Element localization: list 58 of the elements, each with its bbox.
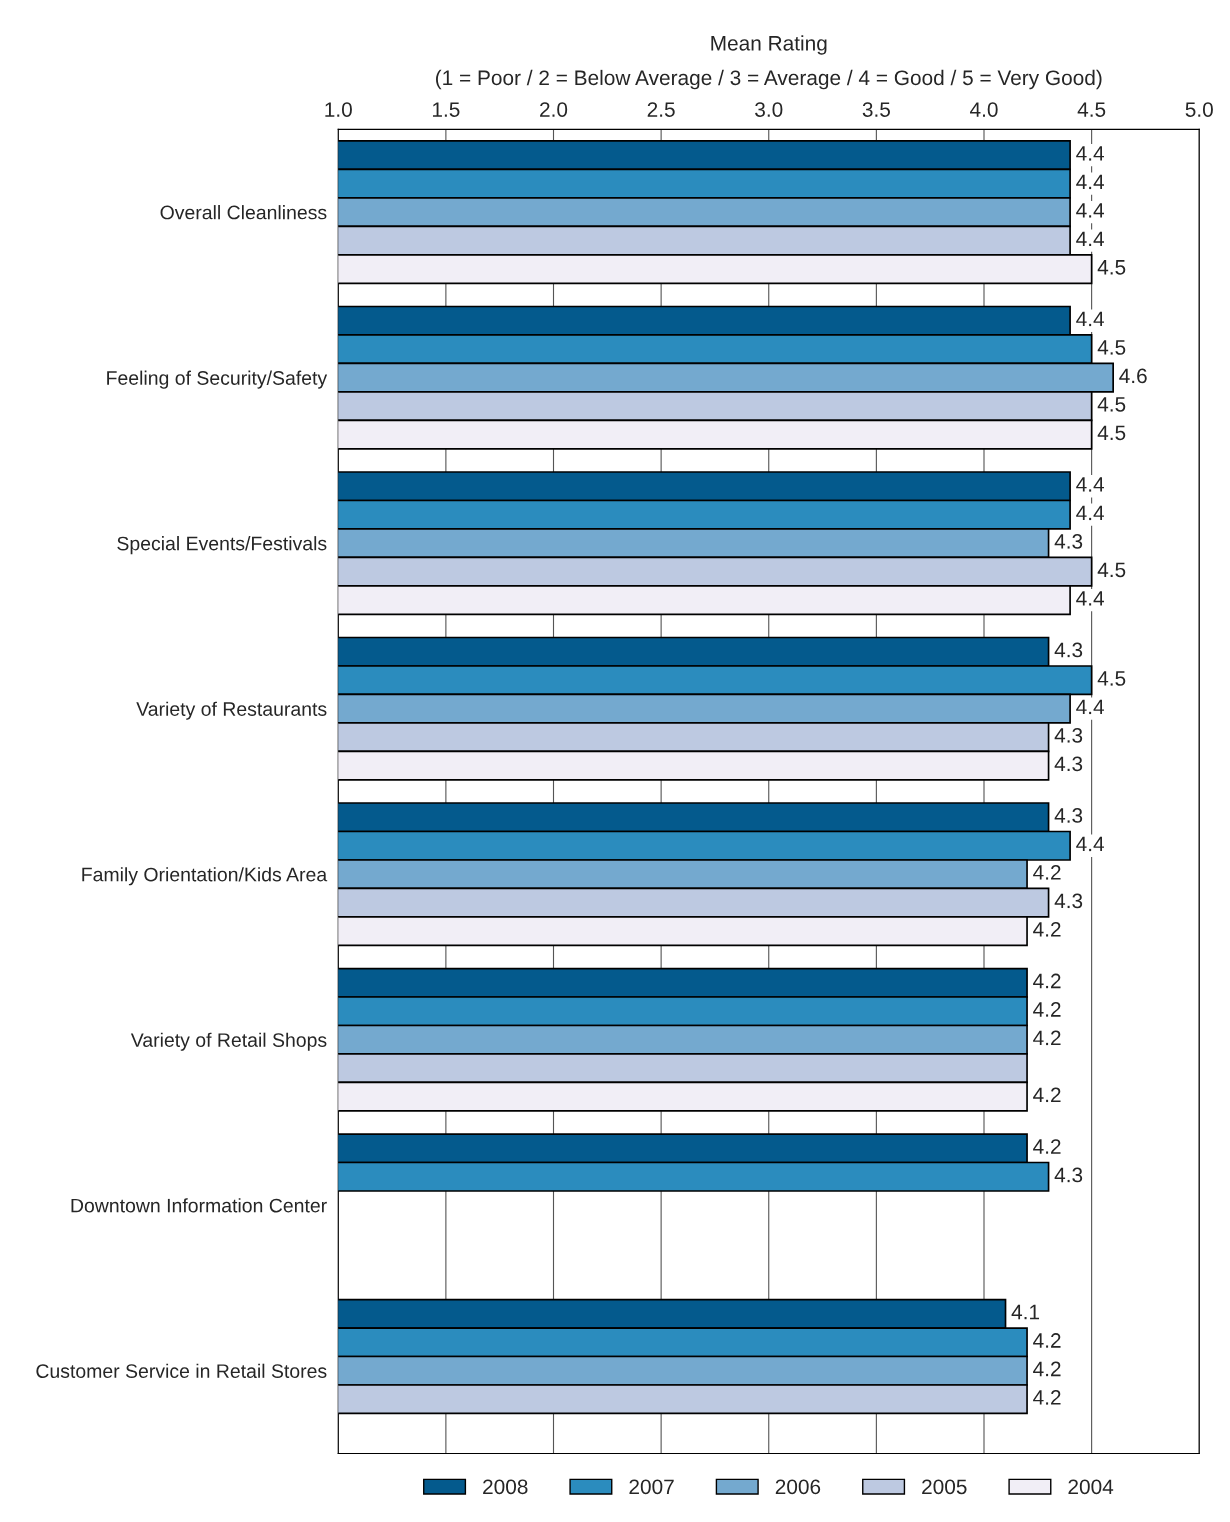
legend-label: 2005 [922,1479,967,1495]
data-label: 4.5 [1097,425,1126,441]
data-label: 4.4 [1076,505,1105,521]
data-label: 4.2 [1033,1030,1061,1046]
x-tick-label: 1.5 [432,102,460,117]
data-label: 4.4 [1076,836,1105,852]
x-tick-label: 1.0 [325,102,352,117]
data-label: 4.4 [1076,699,1105,715]
data-label: 4.4 [1076,311,1105,327]
data-label: 4.2 [1033,865,1061,880]
data-label: 4.2 [1033,1002,1061,1017]
data-label: 4.5 [1097,340,1126,355]
data-label: 4.4 [1076,174,1105,190]
data-label: 4.3 [1054,534,1083,549]
legend-label: 2004 [1068,1479,1114,1495]
legend-label: 2006 [775,1479,821,1495]
data-label: 4.3 [1054,642,1083,658]
y-tick-label: Variety of Restaurants [136,701,327,720]
data-label: 4.4 [1076,146,1105,161]
x-tick-label: 5.0 [1185,102,1213,117]
data-label: 4.5 [1097,397,1126,412]
data-label: 4.5 [1097,562,1126,578]
y-tick-label: Variety of Retail Shops [130,1032,327,1051]
data-label: 4.2 [1033,1087,1061,1103]
x-tick-label: 2.0 [540,102,568,117]
legend-label: 2008 [483,1479,528,1495]
data-label: 4.3 [1054,1167,1083,1183]
data-label: 4.2 [1033,1361,1061,1377]
data-label: 4.2 [1033,973,1061,989]
data-label: 4.2 [1033,921,1061,937]
data-label: 4.1 [1011,1304,1040,1320]
data-label: 4.2 [1033,1390,1061,1405]
data-label: 4.4 [1076,477,1105,492]
data-label: 4.4 [1076,203,1105,218]
data-label: 4.4 [1076,231,1105,246]
legend-label: 2007 [629,1479,674,1495]
x-tick-label: 2.5 [647,102,675,117]
x-tick-label: 4.0 [970,102,998,117]
data-label: 4.6 [1119,368,1147,384]
data-label: 4.4 [1076,591,1105,606]
y-tick-label: Customer Service in Retail Stores [36,1363,327,1378]
y-tick-label: Family Orientation/Kids Area [82,867,328,886]
data-label: 4.2 [1033,1139,1061,1154]
data-label: 4.5 [1097,671,1126,686]
x-tick-label: 4.5 [1077,102,1106,117]
y-tick-label: Downtown Information Center [71,1198,327,1213]
data-label: 4.3 [1054,727,1083,743]
data-label: 4.5 [1097,260,1126,275]
x-axis-title: Mean Rating (1 = Poor / 2 = Below Average / 3 = Average / 4 = Good / 5 = Very Good) [436,35,1102,90]
data-label: 4.2 [1033,1333,1061,1348]
data-label: 4.3 [1054,893,1083,909]
data-label: 4.3 [1054,756,1083,772]
y-tick-label: Feeling of Security/Safety [107,370,328,389]
y-tick-label: Special Events/Festivals [117,536,327,555]
data-label: 4.3 [1054,808,1083,823]
x-tick-label: 3.5 [862,102,890,117]
y-tick-label: Overall Cleanliness [160,205,327,220]
x-tick-label: 3.0 [755,102,783,117]
